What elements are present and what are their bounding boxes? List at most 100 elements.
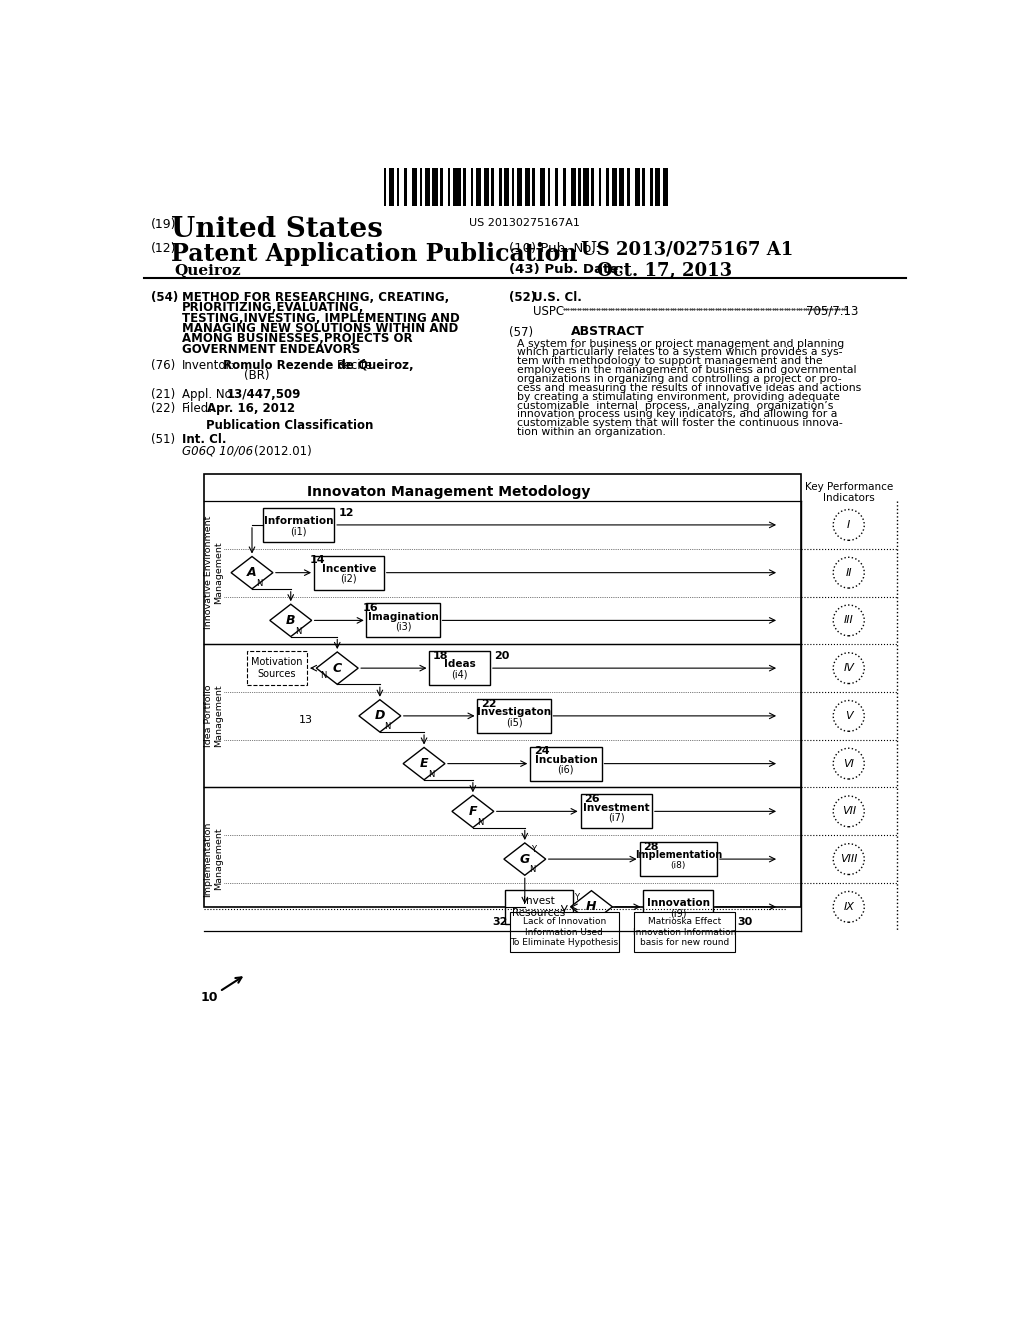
- Text: Recife: Recife: [337, 359, 374, 372]
- Text: Incubation: Incubation: [535, 755, 597, 764]
- Bar: [517, 168, 522, 206]
- Text: Idea Portfolio
Management: Idea Portfolio Management: [204, 685, 223, 747]
- Bar: [510, 912, 618, 952]
- Bar: [570, 168, 575, 206]
- Text: (i4): (i4): [452, 669, 468, 680]
- Bar: [642, 168, 645, 206]
- Text: customizable  internal  process,  analyzing  organization’s: customizable internal process, analyzing…: [517, 400, 834, 411]
- Bar: [384, 168, 386, 206]
- Text: Y: Y: [574, 894, 580, 902]
- Text: 30: 30: [737, 917, 753, 927]
- Text: Key Performance
Indicators: Key Performance Indicators: [805, 482, 893, 503]
- Text: Innovative Environment
Management: Innovative Environment Management: [204, 516, 223, 630]
- Text: Innovaton Management Metodology: Innovaton Management Metodology: [307, 484, 591, 499]
- Text: A: A: [247, 566, 257, 579]
- Text: (i8): (i8): [671, 861, 686, 870]
- Text: Inventor:: Inventor:: [182, 359, 236, 372]
- Text: (i5): (i5): [506, 717, 522, 727]
- Bar: [504, 168, 509, 206]
- Circle shape: [834, 653, 864, 684]
- Text: G: G: [519, 853, 530, 866]
- Bar: [599, 168, 601, 206]
- Bar: [447, 168, 451, 206]
- Bar: [453, 168, 461, 206]
- Text: 20: 20: [495, 651, 510, 661]
- Polygon shape: [403, 747, 445, 780]
- Bar: [634, 912, 735, 952]
- Text: V: V: [845, 711, 853, 721]
- Text: Oct. 17, 2013: Oct. 17, 2013: [597, 261, 732, 280]
- Text: (i2): (i2): [341, 574, 357, 583]
- Text: Queiroz: Queiroz: [174, 263, 241, 277]
- Bar: [314, 556, 384, 590]
- Bar: [471, 168, 473, 206]
- Text: N: N: [528, 866, 536, 874]
- Text: Incentive: Incentive: [322, 564, 376, 574]
- Text: Romulo Rezende de Queiroz,: Romulo Rezende de Queiroz,: [222, 359, 413, 372]
- Text: Apr. 16, 2012: Apr. 16, 2012: [207, 401, 295, 414]
- Text: Implementation
Management: Implementation Management: [204, 821, 223, 896]
- Text: I: I: [847, 520, 850, 529]
- Text: A system for business or project management and planning: A system for business or project managem…: [517, 339, 845, 348]
- Circle shape: [834, 891, 864, 923]
- Polygon shape: [270, 605, 311, 636]
- Text: N: N: [477, 817, 483, 826]
- Text: (52): (52): [509, 290, 537, 304]
- Bar: [643, 890, 713, 924]
- Text: (19): (19): [152, 218, 177, 231]
- Bar: [548, 168, 550, 206]
- Polygon shape: [570, 891, 612, 923]
- Text: IX: IX: [844, 902, 854, 912]
- Text: by creating a stimulating environment, providing adequate: by creating a stimulating environment, p…: [517, 392, 840, 401]
- Bar: [611, 168, 616, 206]
- Bar: [396, 168, 399, 206]
- Text: 26: 26: [585, 795, 600, 804]
- Circle shape: [834, 796, 864, 826]
- Bar: [247, 651, 307, 685]
- Text: Y: Y: [531, 845, 536, 854]
- Text: Int. Cl.: Int. Cl.: [182, 433, 226, 446]
- Bar: [627, 168, 630, 206]
- Text: 16: 16: [362, 603, 379, 612]
- Text: (76): (76): [152, 359, 175, 372]
- Text: VI: VI: [844, 759, 854, 768]
- Text: Information: Information: [264, 516, 333, 527]
- Bar: [425, 168, 430, 206]
- Text: 13/447,509: 13/447,509: [226, 388, 301, 401]
- Text: Ideas: Ideas: [443, 659, 475, 669]
- Text: innovation process using key indicators, and allowing for a: innovation process using key indicators,…: [517, 409, 838, 420]
- Text: 18: 18: [432, 651, 449, 661]
- Bar: [563, 168, 565, 206]
- Text: 22: 22: [481, 698, 497, 709]
- Text: 24: 24: [535, 746, 550, 756]
- Text: N: N: [428, 770, 434, 779]
- Bar: [635, 168, 640, 206]
- Text: G06Q 10/06: G06Q 10/06: [182, 445, 253, 458]
- Text: AMONG BUSINESSES,PROJECTS OR: AMONG BUSINESSES,PROJECTS OR: [182, 333, 413, 346]
- Bar: [532, 168, 535, 206]
- Text: Filed:: Filed:: [182, 401, 213, 414]
- Text: cess and measuring the results of innovative ideas and actions: cess and measuring the results of innova…: [517, 383, 861, 393]
- Text: (54): (54): [152, 290, 178, 304]
- Text: (i6): (i6): [558, 764, 574, 775]
- Text: USPC: USPC: [532, 305, 563, 318]
- Circle shape: [834, 843, 864, 874]
- Circle shape: [834, 748, 864, 779]
- Text: IV: IV: [844, 663, 854, 673]
- Text: (51): (51): [152, 433, 175, 446]
- Text: Publication Classification: Publication Classification: [206, 418, 373, 432]
- Bar: [584, 168, 589, 206]
- Text: (57): (57): [509, 326, 534, 339]
- Text: GOVERNMENT ENDEAVORS: GOVERNMENT ENDEAVORS: [182, 343, 360, 356]
- Bar: [404, 168, 407, 206]
- Bar: [640, 842, 717, 876]
- Text: N: N: [256, 579, 262, 587]
- Text: C: C: [333, 661, 342, 675]
- Bar: [555, 168, 558, 206]
- Bar: [620, 168, 625, 206]
- Bar: [524, 168, 529, 206]
- Bar: [483, 168, 488, 206]
- Text: Matrioska Effect
Innovation Information
basis for new round: Matrioska Effect Innovation Information …: [633, 917, 736, 948]
- Text: F: F: [469, 805, 477, 818]
- Text: organizations in organizing and controlling a project or pro-: organizations in organizing and controll…: [517, 374, 842, 384]
